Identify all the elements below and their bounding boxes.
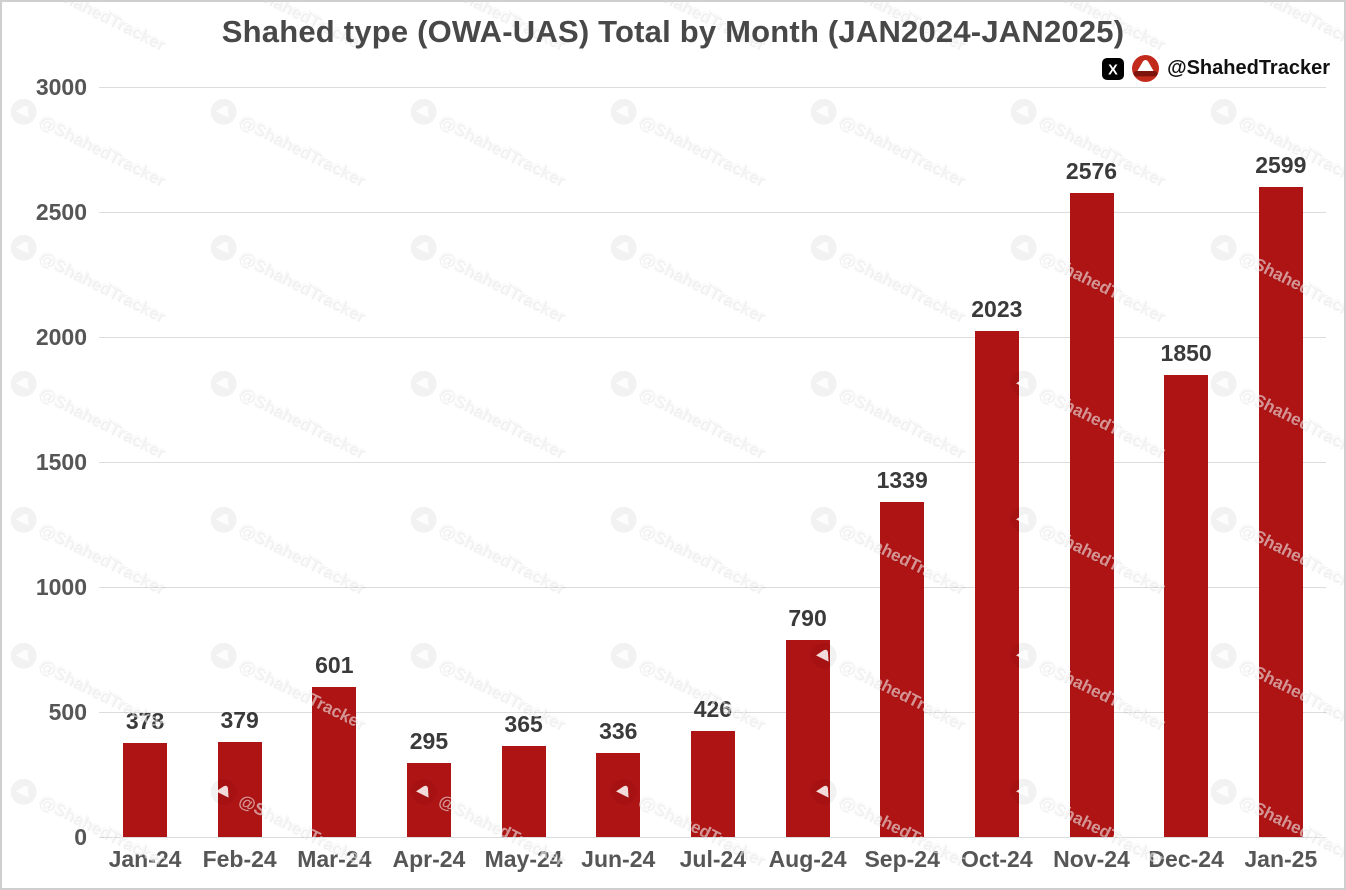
svg-text:X: X xyxy=(1108,62,1118,78)
y-tick-label: 1500 xyxy=(35,449,87,475)
bar-Jul-24 xyxy=(690,730,735,837)
bar-Oct-24 xyxy=(974,331,1019,837)
value-label: 365 xyxy=(504,710,543,737)
value-label: 1850 xyxy=(1160,339,1212,366)
value-label: 336 xyxy=(599,718,638,744)
y-tick-label: 3000 xyxy=(35,74,87,100)
value-label: 378 xyxy=(125,707,165,734)
value-label: 426 xyxy=(693,695,733,722)
chart-title: Shahed type (OWA-UAS) Total by Month (JA… xyxy=(221,14,1125,49)
bar-Jun-24 xyxy=(596,753,641,837)
bar-Aug-24 xyxy=(785,639,830,837)
gridline-y2000 xyxy=(99,337,1326,338)
bar-Jan-25 xyxy=(1258,187,1303,837)
x-tick-label: Feb-24 xyxy=(202,846,277,872)
bar-May-24 xyxy=(501,745,546,837)
x-tick-label: Jan-24 xyxy=(108,846,182,872)
x-tick-label: Apr-24 xyxy=(392,846,466,872)
value-label: 2576 xyxy=(1065,158,1118,184)
x-logo-icon: X xyxy=(1102,57,1125,80)
x-tick-label: May-24 xyxy=(484,846,563,872)
value-label: 601 xyxy=(315,651,354,678)
gridline-y1000 xyxy=(99,587,1326,588)
x-tick-label: Nov-24 xyxy=(1053,846,1130,872)
gridline-y500 xyxy=(99,712,1326,713)
x-tick-label: Jun-24 xyxy=(581,846,656,872)
value-label: 379 xyxy=(220,707,259,734)
x-tick-label: Jan-25 xyxy=(1244,846,1318,872)
x-tick-label: Sep-24 xyxy=(864,846,940,872)
y-tick-label: 2000 xyxy=(35,324,87,350)
x-tick-label: Jul-24 xyxy=(679,846,747,872)
y-tick-label: 500 xyxy=(48,699,87,725)
y-tick-label: 0 xyxy=(74,824,87,850)
value-label: 295 xyxy=(409,728,449,755)
gridline-y0 xyxy=(99,837,1326,838)
x-tick-label: Aug-24 xyxy=(768,846,847,872)
bar-Apr-24 xyxy=(406,763,451,837)
gridline-y3000 xyxy=(99,87,1326,88)
bar-Dec-24 xyxy=(1164,374,1209,837)
value-label: 790 xyxy=(788,604,827,631)
value-label: 1339 xyxy=(876,467,928,494)
x-tick-label: Oct-24 xyxy=(961,846,1033,872)
x-tick-label: Mar-24 xyxy=(297,846,372,872)
y-tick-label: 2500 xyxy=(35,199,87,225)
bar-Feb-24 xyxy=(217,742,262,837)
shahed-tracker-logo-icon xyxy=(1132,55,1160,82)
bar-Sep-24 xyxy=(880,502,925,837)
attribution: X @ShahedTracker xyxy=(1102,55,1330,82)
bar-Mar-24 xyxy=(312,686,357,837)
gridline-y2500 xyxy=(99,212,1326,213)
bar-Jan-24 xyxy=(123,742,167,837)
x-tick-label: Dec-24 xyxy=(1148,846,1224,872)
gridline-y1500 xyxy=(99,462,1326,463)
attribution-handle: @ShahedTracker xyxy=(1167,57,1330,79)
y-tick-label: 1000 xyxy=(35,574,87,600)
value-label: 2023 xyxy=(971,296,1023,323)
bar-Nov-24 xyxy=(1069,193,1114,837)
value-label: 2599 xyxy=(1255,152,1307,179)
